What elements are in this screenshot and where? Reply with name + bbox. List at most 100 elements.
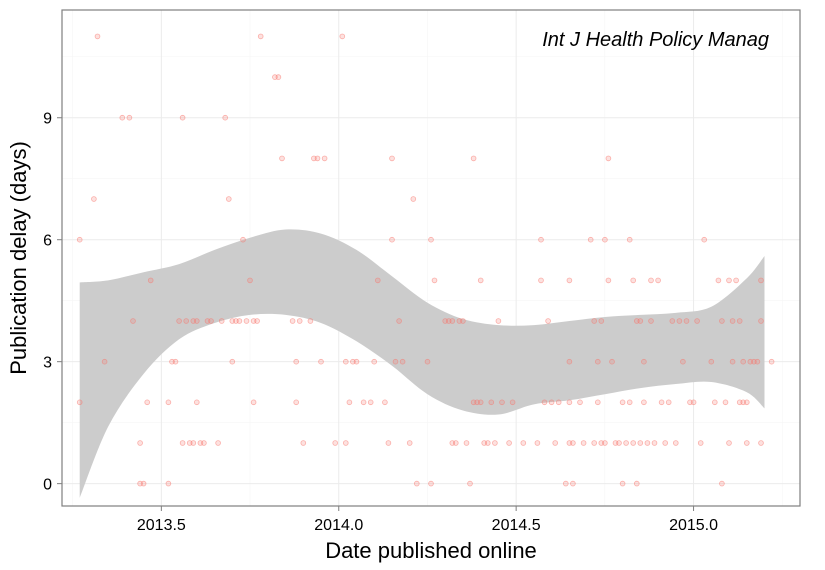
data-point bbox=[605, 155, 612, 162]
data-point bbox=[690, 399, 697, 406]
y-axis-ticks: 0 3 6 9 bbox=[43, 111, 62, 494]
data-point bbox=[715, 277, 722, 284]
data-point bbox=[179, 440, 186, 446]
data-point bbox=[758, 318, 764, 324]
data-point bbox=[477, 277, 484, 284]
data-point bbox=[176, 318, 182, 324]
data-point bbox=[406, 440, 413, 446]
data-point bbox=[729, 358, 736, 365]
y-tick-label: 9 bbox=[43, 111, 52, 128]
data-point bbox=[648, 318, 654, 324]
data-point bbox=[247, 277, 253, 284]
plot-background bbox=[62, 10, 800, 506]
data-point bbox=[729, 318, 736, 324]
data-point bbox=[172, 358, 179, 365]
data-point bbox=[201, 440, 207, 446]
data-point bbox=[477, 399, 484, 406]
data-point bbox=[190, 440, 197, 446]
smooth-confidence-band bbox=[79, 229, 765, 498]
data-point bbox=[623, 440, 629, 446]
data-point bbox=[719, 318, 725, 324]
data-point bbox=[488, 399, 495, 406]
x-tick-label: 2015.0 bbox=[669, 517, 718, 534]
data-point bbox=[545, 318, 551, 324]
data-point bbox=[318, 358, 324, 365]
data-point bbox=[218, 318, 225, 324]
data-point bbox=[165, 399, 172, 406]
data-point bbox=[492, 440, 498, 446]
data-point bbox=[630, 277, 636, 284]
data-point bbox=[293, 399, 300, 406]
data-point bbox=[637, 440, 644, 446]
data-point bbox=[236, 318, 243, 324]
data-point bbox=[609, 358, 615, 365]
data-point bbox=[538, 236, 544, 243]
data-point bbox=[719, 480, 725, 487]
data-point bbox=[594, 399, 601, 406]
data-point bbox=[279, 155, 285, 162]
data-point bbox=[392, 358, 399, 365]
plot-frame bbox=[61, 9, 801, 507]
data-point bbox=[701, 236, 707, 243]
data-point bbox=[339, 33, 346, 40]
data-point bbox=[630, 440, 636, 446]
data-point bbox=[722, 399, 729, 406]
data-point bbox=[240, 236, 246, 243]
data-point bbox=[275, 74, 282, 80]
data-point bbox=[509, 399, 516, 406]
data-point bbox=[399, 358, 406, 365]
data-point bbox=[754, 358, 761, 365]
data-point bbox=[296, 318, 303, 324]
data-point bbox=[733, 277, 739, 284]
data-point bbox=[534, 440, 541, 446]
data-point bbox=[342, 440, 349, 446]
data-point bbox=[300, 440, 307, 446]
data-point bbox=[382, 399, 388, 406]
data-point bbox=[626, 399, 633, 406]
data-point bbox=[431, 277, 438, 284]
data-point bbox=[321, 155, 328, 162]
data-point bbox=[520, 440, 527, 446]
data-point bbox=[694, 318, 700, 324]
y-tick-label: 0 bbox=[43, 477, 52, 494]
data-point bbox=[374, 277, 381, 284]
data-point bbox=[452, 440, 459, 446]
data-point bbox=[130, 318, 136, 324]
data-points bbox=[76, 33, 775, 487]
data-point bbox=[76, 399, 83, 406]
data-point bbox=[257, 33, 264, 40]
data-point bbox=[101, 358, 108, 365]
data-point bbox=[591, 440, 597, 446]
data-point bbox=[147, 277, 154, 284]
data-point bbox=[641, 399, 647, 406]
data-point bbox=[413, 480, 420, 487]
data-point bbox=[552, 440, 558, 446]
data-point bbox=[222, 114, 229, 121]
data-point bbox=[410, 196, 417, 202]
data-point bbox=[672, 440, 679, 446]
data-point bbox=[605, 277, 612, 284]
data-point bbox=[215, 440, 221, 446]
data-point bbox=[76, 236, 83, 243]
data-point bbox=[243, 318, 250, 324]
data-point bbox=[655, 277, 661, 284]
data-point bbox=[314, 155, 321, 162]
data-point bbox=[633, 480, 640, 487]
panel-annotation: Int J Health Policy Manag bbox=[542, 29, 769, 51]
data-point bbox=[332, 440, 339, 446]
data-point bbox=[144, 399, 151, 406]
data-point bbox=[385, 440, 392, 446]
data-point bbox=[541, 399, 548, 406]
data-point bbox=[548, 399, 555, 406]
data-point bbox=[389, 155, 395, 162]
data-point bbox=[342, 358, 349, 365]
data-point bbox=[538, 277, 544, 284]
data-point bbox=[470, 155, 477, 162]
data-point bbox=[126, 114, 133, 121]
data-point bbox=[577, 399, 583, 406]
y-tick-label: 3 bbox=[43, 355, 52, 372]
data-point bbox=[740, 358, 746, 365]
data-point bbox=[665, 399, 672, 406]
